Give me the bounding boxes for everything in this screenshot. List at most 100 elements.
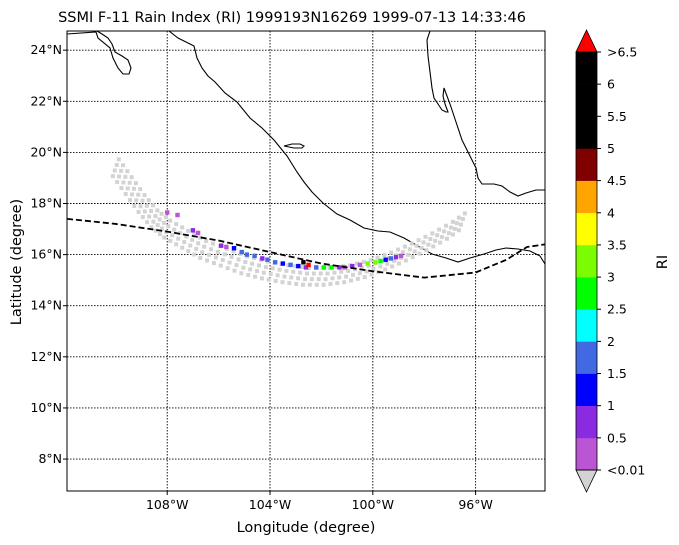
- swath-pixel: [159, 211, 164, 216]
- map-frame: [66, 30, 546, 492]
- rain-index-pixel: [373, 260, 378, 265]
- swath-pixel: [215, 249, 220, 254]
- rain-index-pixel: [288, 262, 293, 268]
- swath-pixel: [204, 239, 209, 244]
- y-tick-label: 18°N: [30, 196, 62, 211]
- x-tick-label: 104°W: [249, 497, 291, 512]
- swath-pixel: [339, 269, 344, 274]
- rain-index-pixel: [165, 210, 170, 215]
- swath-pixel: [153, 214, 158, 219]
- rain-index-pixel: [260, 256, 265, 261]
- swath-pixel: [454, 221, 459, 226]
- colorbar-tick-label: 2: [607, 334, 615, 349]
- swath-pixel: [407, 247, 412, 252]
- swath-pixel: [294, 281, 299, 286]
- swath-pixel: [196, 241, 201, 246]
- colorbar-tick-label: 2.5: [607, 302, 627, 317]
- swath-pixel: [456, 215, 461, 220]
- swath-pixel: [350, 272, 355, 277]
- swath-pixel: [149, 225, 154, 230]
- swath-pixel: [428, 237, 433, 242]
- swath-pixel: [430, 231, 435, 236]
- swath-pixel: [180, 225, 185, 230]
- swath-pixel: [155, 208, 160, 213]
- swath-pixel: [337, 275, 342, 280]
- swath-pixel: [304, 271, 309, 276]
- swath-pixel: [450, 219, 455, 224]
- swath-pixel: [241, 265, 246, 270]
- swath-pixel: [371, 266, 376, 271]
- swath-pixel: [414, 243, 419, 248]
- swath-pixel: [211, 241, 216, 246]
- swath-pixel: [200, 250, 205, 255]
- swath-pixel: [448, 225, 453, 230]
- swath-pixel: [136, 192, 141, 197]
- rain-index-pixel: [329, 265, 334, 270]
- swath-pixel: [192, 252, 197, 257]
- swath-pixel: [255, 269, 260, 274]
- swath-pixel: [243, 260, 248, 265]
- swath-pixel: [361, 259, 366, 264]
- x-axis-ticks: 108°W 104°W 100°W 96°W: [146, 491, 493, 512]
- swath-pixel: [311, 271, 316, 276]
- swath-pixel: [225, 266, 230, 271]
- rain-index-pixel: [388, 256, 394, 261]
- rain-index-pixel: [175, 212, 180, 218]
- swath-pixel: [424, 248, 429, 253]
- y-tick-label: 10°N: [30, 400, 62, 415]
- swath-pixel: [110, 174, 115, 179]
- y-axis-label: Latitude (degree): [9, 199, 25, 325]
- swath-pixel: [119, 186, 124, 191]
- swath-pixel: [437, 227, 442, 232]
- swath-pixel: [234, 263, 239, 268]
- y-tick-label: 16°N: [30, 247, 62, 262]
- swath-pixel: [298, 270, 303, 275]
- swath-pixel: [385, 261, 390, 266]
- rain-index-pixel: [272, 260, 278, 265]
- swath-pixel: [198, 255, 203, 260]
- swath-pixel: [419, 246, 424, 251]
- rain-index-pixel: [393, 254, 399, 260]
- swath-pixel: [359, 265, 364, 270]
- colorbar-label: RI: [655, 255, 671, 269]
- swath-pixel: [357, 271, 362, 276]
- swath-pixel: [146, 198, 151, 203]
- swath-pixel: [444, 223, 449, 228]
- swath-pixel: [300, 265, 305, 270]
- colorbar-under-triangle: [575, 469, 598, 493]
- swath-pixel: [268, 272, 273, 277]
- swath-pixel: [346, 268, 351, 273]
- swath-pixel: [121, 180, 126, 185]
- swath-pixel: [375, 255, 380, 260]
- swath-pixel: [252, 256, 257, 261]
- swath-pixel: [246, 272, 251, 277]
- swath-pixel: [354, 261, 359, 266]
- swath-pixel: [335, 281, 340, 286]
- chart-title: SSMI F-11 Rain Index (RI) 1999193N16269 …: [58, 10, 526, 26]
- coastline: [67, 31, 545, 265]
- colorbar-tick-label: 0.5: [607, 430, 627, 445]
- rain-index-pixel: [195, 230, 201, 236]
- rain-index-pixel: [314, 265, 319, 270]
- swath-pixel: [282, 274, 287, 279]
- swath-pixel: [166, 224, 171, 229]
- swath-pixel: [421, 240, 426, 245]
- swath-pixel: [129, 175, 134, 180]
- x-tick-label: 100°W: [352, 497, 394, 512]
- swath-pixel: [257, 263, 262, 268]
- swath-pixel: [405, 252, 410, 257]
- swath-pixel: [316, 277, 321, 282]
- swath-pixel: [458, 222, 463, 227]
- swath-pixel: [332, 270, 337, 275]
- rain-index-pixel: [350, 263, 355, 269]
- swath-pixel: [180, 245, 185, 250]
- swath-pixel: [303, 277, 308, 282]
- swath-pixel: [280, 280, 285, 285]
- y-tick-label: 24°N: [30, 42, 62, 57]
- swath-pixel: [121, 163, 126, 168]
- swath-pixel: [403, 258, 408, 263]
- swath-pixel: [444, 236, 449, 241]
- swath-pixel: [136, 209, 141, 214]
- swath-pixel: [159, 226, 164, 231]
- swath-pixel: [115, 180, 120, 185]
